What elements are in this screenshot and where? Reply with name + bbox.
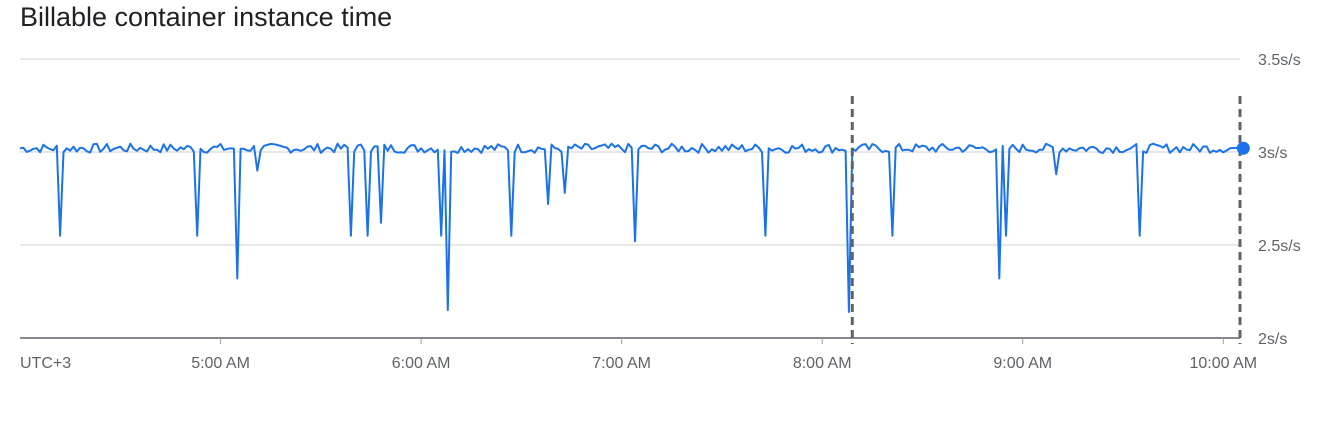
y-tick-label: 3.5s/s bbox=[1258, 52, 1301, 69]
y-tick-label: 3s/s bbox=[1258, 145, 1287, 162]
x-tick-label: 10:00 AM bbox=[1189, 355, 1257, 372]
y-tick-label: 2.5s/s bbox=[1258, 238, 1301, 255]
y-tick-label: 2s/s bbox=[1258, 331, 1287, 348]
x-tick-label: 5:00 AM bbox=[191, 355, 250, 372]
x-tick-label: 7:00 AM bbox=[592, 355, 651, 372]
x-tick-label: 8:00 AM bbox=[793, 355, 852, 372]
series-line bbox=[20, 144, 1240, 312]
x-tick-label: 6:00 AM bbox=[392, 355, 451, 372]
timezone-label: UTC+3 bbox=[20, 355, 71, 372]
last-value-dot bbox=[1237, 142, 1250, 155]
x-tick-label: 9:00 AM bbox=[993, 355, 1052, 372]
